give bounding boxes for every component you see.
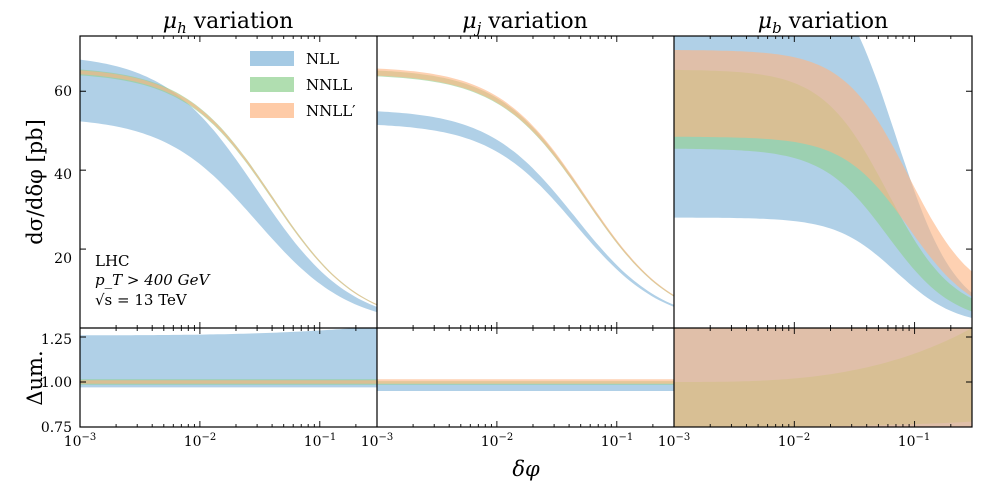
legend-label-nnllp: NNLL′ bbox=[306, 102, 356, 120]
x-tick-label: 10−3 bbox=[361, 432, 394, 450]
panel-title-mu-j: μj variation bbox=[462, 9, 587, 37]
x-tick-label: 10−1 bbox=[304, 432, 337, 450]
annotation-lhc: LHC p_T > 400 GeV √s = 13 TeV bbox=[95, 252, 211, 309]
y-tick-label: 60 bbox=[54, 84, 72, 100]
band-nnllp bbox=[377, 68, 674, 297]
ratio-band-nnllp bbox=[80, 380, 377, 384]
y-tick-label: 20 bbox=[54, 251, 72, 267]
legend-label-nll: NLL bbox=[306, 50, 339, 68]
band-nll bbox=[377, 111, 674, 307]
x-tick-labels: 10−3 10−2 10−1 10−3 10−2 10−1 10−3 10−2 … bbox=[64, 432, 931, 450]
legend-swatch-nnll bbox=[250, 77, 294, 92]
panel-title-mu-h: μh variation bbox=[163, 9, 293, 37]
x-tick-label: 10−2 bbox=[778, 432, 811, 450]
legend: NLL NNLL NNLL′ bbox=[250, 50, 356, 120]
panel-frames bbox=[79, 35, 973, 428]
annotation-line-3: √s = 13 TeV bbox=[95, 291, 188, 309]
ratio-y-tick-label: 1.00 bbox=[41, 375, 72, 391]
legend-label-nnll: NNLL bbox=[306, 76, 352, 94]
main-panel-mu-b-bands bbox=[674, 36, 972, 318]
annotation-line-1: LHC bbox=[95, 252, 130, 270]
ratio-panel-mu-b-bands bbox=[674, 328, 972, 427]
ratio-y-tick-label: 0.75 bbox=[41, 420, 72, 436]
band-nnll bbox=[377, 70, 674, 297]
ratio-band-nll bbox=[80, 328, 377, 388]
ratio-panel-mu-h-bands bbox=[80, 328, 377, 388]
x-tick-label: 10−2 bbox=[481, 432, 514, 450]
band-nnllp bbox=[674, 50, 972, 297]
ratio-y-axis-label: Δum. bbox=[23, 350, 47, 405]
legend-swatch-nll bbox=[250, 51, 294, 66]
x-axis-label: δφ bbox=[512, 457, 540, 481]
x-tick-label: 10−3 bbox=[658, 432, 691, 450]
main-panel-mu-h-bands bbox=[80, 59, 377, 313]
ratio-band-nnllp bbox=[377, 379, 674, 384]
x-tick-label: 10−3 bbox=[64, 432, 97, 450]
y-tick-label: 40 bbox=[54, 167, 72, 183]
legend-swatch-nnllp bbox=[250, 103, 294, 118]
annotation-line-2: p_T > 400 GeV bbox=[95, 271, 211, 289]
x-tick-label: 10−1 bbox=[898, 432, 931, 450]
x-tick-label: 10−2 bbox=[184, 432, 217, 450]
x-tick-label: 10−1 bbox=[601, 432, 634, 450]
ratio-band-nll bbox=[377, 383, 674, 391]
main-y-axis-label: dσ/dδφ [pb] bbox=[23, 119, 47, 245]
panel-title-mu-b: μb variation bbox=[758, 9, 888, 37]
main-panel-mu-j-bands bbox=[377, 68, 674, 307]
ratio-panel-mu-j-bands bbox=[377, 379, 674, 391]
ratio-band-nnllp bbox=[674, 328, 972, 427]
ratio-y-tick-label: 1.25 bbox=[41, 332, 72, 348]
band-nll bbox=[80, 59, 377, 313]
